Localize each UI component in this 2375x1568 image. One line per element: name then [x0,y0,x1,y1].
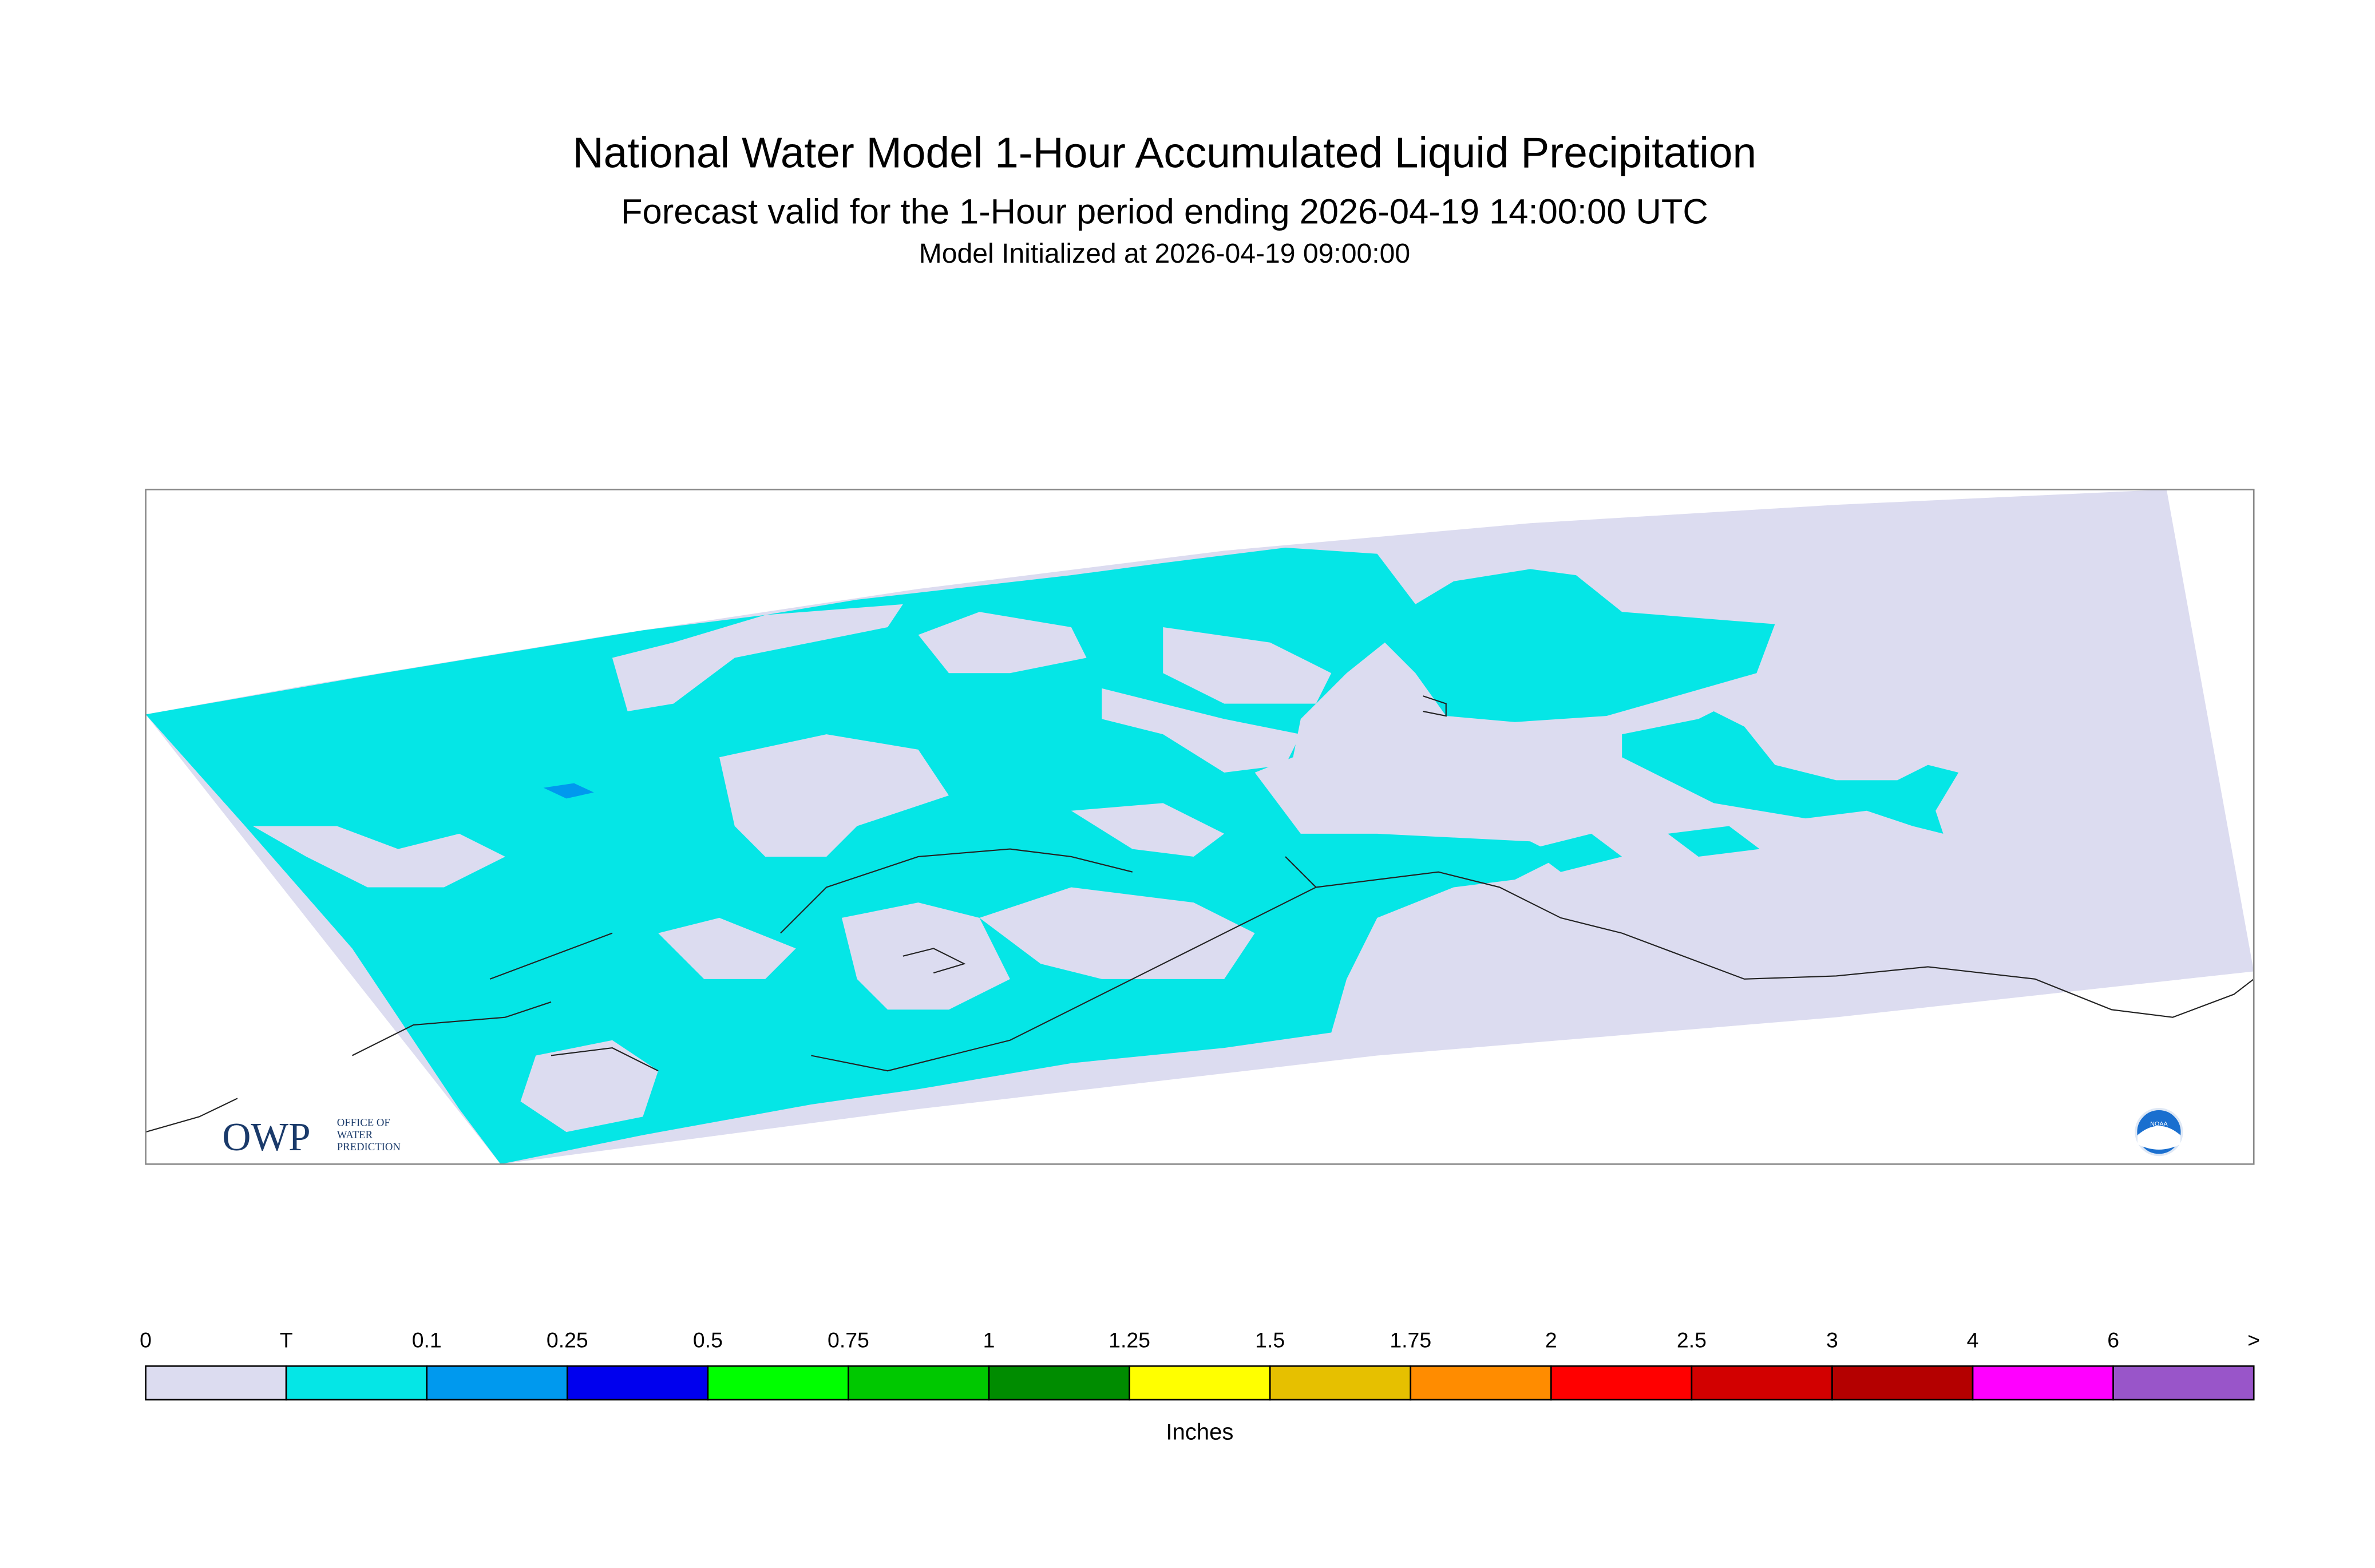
legend-label: 0.75 [828,1328,869,1352]
subtitle: Forecast valid for the 1-Hour period end… [621,192,1708,231]
owp-logo-line: OFFICE OF [337,1116,390,1129]
legend-swatch [285,1365,428,1401]
legend-swatch [1550,1365,1693,1401]
owp-logo: OWP [222,1115,310,1159]
dry-area [520,1040,659,1133]
legend-swatch [988,1365,1130,1401]
legend-swatch [2112,1365,2255,1401]
precip-area [543,783,594,799]
owp-logo-line: WATER [337,1129,373,1141]
legend-label: 4 [1967,1328,1979,1352]
dry-area [252,826,505,888]
coastline [1423,695,1447,717]
legend-swatch [1691,1365,1833,1401]
legend-swatch [1972,1365,2114,1401]
legend-label: 1 [983,1328,995,1352]
legend-label: > [2247,1328,2260,1352]
coastline [489,932,613,980]
legend-unit: Inches [1166,1419,1233,1444]
dry-area [841,902,1010,1010]
dry-area [658,917,796,979]
legend-label: 1.75 [1390,1328,1431,1352]
legend-label: 2.5 [1677,1328,1707,1352]
coastline [780,848,1133,934]
legend-swatch [848,1365,990,1401]
precip-area [1668,826,1760,857]
legend-label: 0 [140,1328,152,1352]
coastline [551,1047,659,1072]
coastline [145,1098,238,1133]
legend-label: 2 [1545,1328,1557,1352]
legend-label: 1.25 [1109,1328,1150,1352]
legend-swatch [145,1365,287,1401]
noaa-logo-text: NOAA [2150,1120,2168,1127]
coastline [1285,856,2254,1018]
coastline [811,886,1317,1072]
init-time: Model Initialized at 2026-04-19 09:00:00 [919,238,1411,269]
dry-area [612,604,903,712]
noaa-logo-wave [2138,1126,2180,1150]
dry-area [918,612,1087,674]
coastline [902,948,966,974]
legend-label: 0.1 [412,1328,442,1352]
coastlines [145,695,2254,1133]
legend-swatch [1269,1365,1412,1401]
legend-label: 0.25 [547,1328,588,1352]
dry-area [1163,627,1332,704]
dry-area [979,887,1255,979]
dry-area [1071,803,1225,857]
precip-area [1622,711,1959,834]
map-layers [145,489,2254,1165]
dry-area [719,734,949,857]
coastline [351,1001,552,1056]
legend-swatch [426,1365,568,1401]
legend-label: 3 [1826,1328,1838,1352]
legend-label: 6 [2107,1328,2119,1352]
dry-area [1102,688,1301,773]
legend-label: T [280,1328,293,1352]
owp-logo-line: PREDICTION [337,1141,401,1153]
legend-swatch [1129,1365,1271,1401]
legend-label: 1.5 [1255,1328,1285,1352]
legend-swatch [1410,1365,1552,1401]
legend-swatch [707,1365,849,1401]
legend-label: 0.5 [693,1328,723,1352]
legend: 0 T 0.1 0.25 0.5 0.75 1 1.25 1.5 1.75 2 2.5 3 4 6 > [140,1328,2260,1401]
legend-swatch [1831,1365,1974,1401]
legend-swatch [566,1365,709,1401]
title: National Water Model 1-Hour Accumulated … [573,128,1757,176]
map-frame [145,489,2255,1165]
precip-area [145,547,1775,1165]
dry-areas [252,604,1332,1133]
map: OWP OFFICE OF WATER PREDICTION NOAA [145,489,2255,1165]
